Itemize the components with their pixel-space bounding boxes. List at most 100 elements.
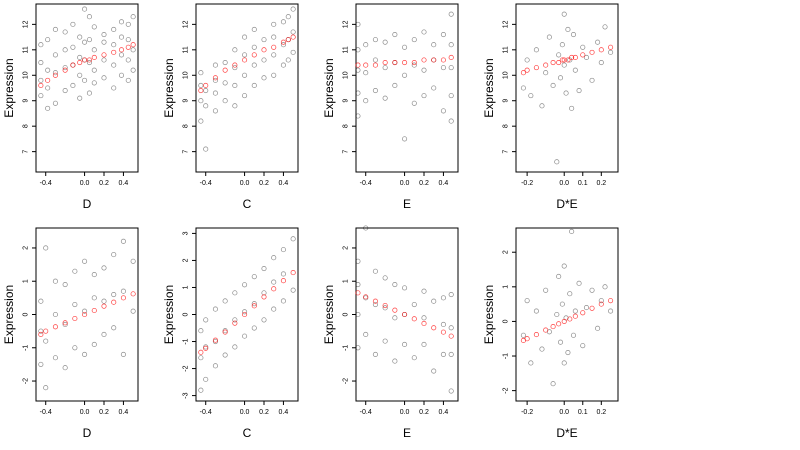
- observed-point: [125, 21, 131, 27]
- fitted-point: [130, 42, 136, 48]
- plot-frame: [515, 3, 619, 173]
- x-tick-label: 0.2: [259, 409, 269, 416]
- observed-point: [280, 19, 286, 25]
- fitted-point: [565, 57, 571, 63]
- observed-point: [402, 72, 408, 78]
- x-tick-label: -0.4: [40, 409, 52, 416]
- observed-point: [101, 57, 107, 63]
- fitted-point: [524, 67, 530, 73]
- observed-point: [431, 368, 437, 374]
- fitted-point: [543, 327, 549, 333]
- chart-panel-8: -0.2 0.0 0.1 0.2 -2 -1 0 1 2 D*E Expression: [482, 227, 619, 440]
- observed-point: [125, 77, 131, 83]
- observed-point: [363, 225, 369, 231]
- y-tick-label: 8: [23, 124, 30, 128]
- fitted-point: [363, 294, 369, 300]
- fitted-point: [572, 54, 578, 61]
- observed-point: [261, 265, 267, 272]
- observed-point: [261, 57, 267, 63]
- observed-point: [448, 118, 454, 124]
- observed-point: [431, 85, 437, 91]
- observed-point: [198, 82, 204, 89]
- observed-point: [363, 98, 369, 104]
- observed-point: [43, 245, 49, 251]
- y-tick-label: 7: [343, 150, 350, 154]
- observed-point: [528, 93, 534, 99]
- observed-point: [363, 331, 369, 338]
- observed-point: [198, 355, 204, 361]
- fitted-point: [556, 59, 562, 66]
- observed-point: [533, 47, 539, 53]
- fitted-point: [431, 325, 437, 331]
- fitted-point: [242, 311, 248, 318]
- fitted-point: [598, 47, 604, 53]
- observed-point: [602, 284, 608, 290]
- y-tick-label: 1: [183, 285, 190, 289]
- observed-point: [251, 62, 257, 68]
- observed-point: [62, 321, 68, 328]
- chart-panel-6: -0.4 0.0 0.2 0.4 -3 -2 -1 0 1 2 3 C Expression: [162, 227, 299, 440]
- fitted-point: [561, 57, 567, 63]
- fitted-point: [411, 316, 417, 322]
- y-tick-label: 2: [183, 258, 190, 262]
- x-axis-title: D*E: [556, 197, 577, 211]
- x-tick-label: 0.2: [99, 180, 109, 187]
- observed-point: [120, 238, 126, 244]
- observed-point: [608, 308, 614, 314]
- observed-point: [355, 113, 361, 119]
- y-tick-label: 1: [343, 279, 350, 283]
- observed-point: [222, 80, 228, 86]
- observed-point: [222, 328, 228, 334]
- observed-point: [86, 90, 92, 96]
- observed-point: [130, 67, 136, 73]
- observed-point: [554, 311, 560, 318]
- observed-point: [130, 258, 136, 264]
- x-tick-label: 0.0: [400, 409, 410, 416]
- fitted-point: [543, 62, 549, 68]
- observed-point: [271, 52, 277, 58]
- x-tick-label: 0.2: [419, 409, 429, 416]
- fitted-point: [212, 337, 218, 343]
- observed-point: [271, 34, 277, 40]
- observed-point: [392, 358, 398, 364]
- observed-point: [125, 57, 131, 63]
- observed-point: [440, 31, 446, 38]
- observed-point: [43, 338, 49, 344]
- fitted-point: [550, 59, 556, 66]
- x-tick-label: 0.4: [279, 180, 289, 187]
- y-tick-label: -2: [343, 378, 350, 384]
- observed-point: [290, 29, 296, 35]
- observed-point: [402, 136, 408, 142]
- observed-point: [38, 59, 44, 66]
- y-axis-title: Expression: [322, 285, 336, 344]
- y-tick-label: -2: [503, 387, 510, 393]
- x-tick-label: -0.4: [40, 180, 52, 187]
- y-tick-label: -1: [23, 345, 30, 351]
- observed-point: [203, 87, 209, 94]
- observed-point: [569, 105, 575, 111]
- y-tick-label: -2: [23, 378, 30, 384]
- observed-point: [198, 98, 204, 104]
- x-axis-title: D: [83, 197, 92, 211]
- observed-point: [242, 333, 248, 339]
- observed-point: [120, 351, 126, 357]
- observed-point: [251, 26, 257, 33]
- y-tick-label: 12: [23, 20, 30, 28]
- observed-point: [101, 39, 107, 45]
- fitted-point: [589, 305, 595, 311]
- observed-point: [567, 291, 573, 297]
- observed-point: [559, 42, 565, 48]
- fitted-point: [82, 57, 88, 63]
- fitted-point: [520, 70, 526, 76]
- observed-point: [580, 343, 586, 349]
- observed-point: [118, 19, 125, 25]
- x-axis-title: D: [83, 426, 92, 440]
- observed-point: [411, 355, 417, 361]
- y-tick-label: 10: [183, 71, 190, 79]
- y-tick-label: 3: [183, 231, 190, 235]
- fitted-point: [111, 299, 117, 305]
- y-tick-label: 9: [23, 99, 30, 103]
- y-tick-label: 8: [503, 124, 510, 128]
- plot-frame: [35, 3, 139, 173]
- observed-point: [520, 85, 526, 91]
